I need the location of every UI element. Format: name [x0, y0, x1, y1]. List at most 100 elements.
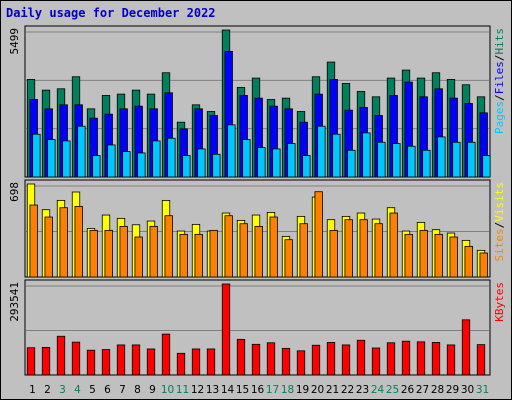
tick-label: 27: [416, 384, 429, 396]
chart-title: Daily usage for December 2022: [6, 6, 216, 20]
pages-bar: [107, 144, 116, 178]
kbytes-bar: [446, 344, 456, 376]
sites-bar: [59, 207, 68, 278]
panel-traffic: [24, 279, 491, 376]
legend-item: KBytes: [493, 282, 506, 322]
pages-bar: [167, 137, 176, 178]
sites-bar: [194, 233, 203, 278]
tick-label: 4: [74, 384, 81, 396]
legend-requests: Pages/Files/Hits: [493, 28, 506, 134]
pages-bar: [212, 153, 221, 178]
pages-bar: [392, 143, 401, 178]
kbytes-bar: [371, 347, 381, 376]
pages-bar: [287, 143, 296, 178]
tick-label: 19: [296, 384, 309, 396]
tick-label: 23: [356, 384, 369, 396]
tick-label: 12: [191, 384, 204, 396]
pages-bar: [467, 141, 476, 178]
kbytes-bar: [296, 350, 306, 376]
series-sites: [29, 191, 488, 278]
tick-label: 29: [446, 384, 459, 396]
sites-bar: [464, 245, 473, 278]
tick-label: 6: [104, 384, 111, 396]
sites-bar: [314, 191, 323, 278]
sites-bar: [74, 205, 83, 278]
sites-bar: [449, 236, 458, 278]
panel-max-label-traffic: 293541: [8, 282, 21, 322]
kbytes-bar: [251, 343, 261, 376]
sites-bar: [284, 239, 293, 278]
sites-bar: [89, 229, 98, 278]
kbytes-bar: [431, 342, 441, 376]
pages-bar: [227, 124, 236, 178]
tick-label: 10: [161, 384, 174, 396]
sites-bar: [344, 219, 353, 278]
pages-bar: [77, 125, 86, 178]
tick-label: 28: [431, 384, 444, 396]
panel-requests: [24, 25, 491, 178]
sites-bar: [29, 204, 38, 278]
tick-label: 21: [326, 384, 339, 396]
tick-label: 13: [206, 384, 219, 396]
kbytes-bar: [476, 344, 486, 376]
legend-item: Pages: [493, 101, 506, 134]
tick-label: 24: [371, 384, 385, 396]
sites-bar: [434, 233, 443, 278]
kbytes-bar: [341, 344, 351, 376]
tick-label: 8: [134, 384, 141, 396]
sites-bar: [164, 215, 173, 278]
tick-label: 22: [341, 384, 354, 396]
pages-bar: [452, 141, 461, 178]
panel-max-label-visitors: 698: [8, 182, 21, 202]
sites-bar: [479, 252, 488, 278]
sites-bar: [149, 225, 158, 278]
legend-traffic: KBytes: [493, 282, 506, 322]
legend-item: Sites: [493, 228, 506, 261]
sites-bar: [269, 216, 278, 278]
pages-bar: [182, 155, 191, 178]
tick-label: 5: [89, 384, 96, 396]
sites-bar: [179, 233, 188, 278]
pages-bar: [302, 155, 311, 178]
kbytes-bar: [416, 341, 426, 376]
kbytes-bar: [221, 283, 231, 376]
legend-item: Visits: [493, 182, 506, 222]
kbytes-bar: [401, 340, 411, 376]
kbytes-bar: [86, 349, 96, 376]
kbytes-bar: [41, 347, 51, 376]
kbytes-bar: [236, 338, 246, 376]
pages-bar: [122, 151, 131, 178]
kbytes-bar: [161, 333, 171, 376]
kbytes-bar: [326, 342, 336, 376]
panel-max-label-requests: 5499: [8, 28, 21, 55]
kbytes-bar: [101, 349, 111, 376]
tick-label: 25: [386, 384, 399, 396]
pages-bar: [242, 139, 251, 178]
pages-bar: [437, 136, 446, 178]
pages-bar: [137, 152, 146, 178]
pages-bar: [407, 145, 416, 178]
pages-bar: [152, 140, 161, 178]
pages-bar: [332, 133, 341, 178]
sites-bar: [299, 223, 308, 278]
pages-bar: [422, 149, 431, 178]
kbytes-bar: [191, 348, 201, 376]
legend-item: /: [493, 94, 506, 101]
kbytes-bar: [356, 339, 366, 376]
sites-bar: [44, 216, 53, 278]
legend-item: Files: [493, 61, 506, 94]
kbytes-bar: [461, 319, 471, 376]
tick-label: 7: [119, 384, 126, 396]
sites-bar: [404, 233, 413, 278]
legend-item: /: [493, 55, 506, 62]
pages-bar: [197, 148, 206, 178]
kbytes-bar: [206, 348, 216, 376]
tick-label: 17: [266, 384, 279, 396]
pages-bar: [92, 155, 101, 178]
kbytes-bar: [386, 342, 396, 376]
kbytes-bar: [56, 335, 66, 376]
sites-bar: [359, 219, 368, 278]
legend-visitors: Sites/Visits: [493, 182, 506, 262]
sites-bar: [224, 215, 233, 278]
